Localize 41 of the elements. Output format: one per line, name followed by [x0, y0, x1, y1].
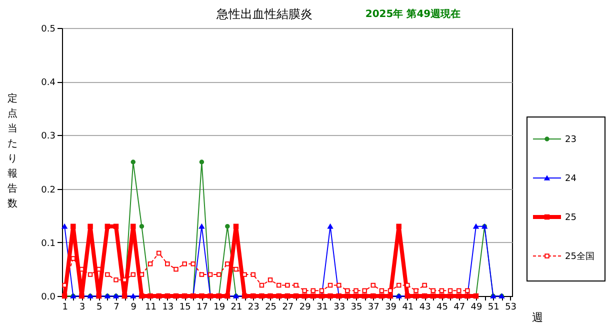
x-tick-label: 17 [196, 302, 208, 312]
x-tick-label: 23 [248, 302, 260, 312]
x-tick-label: 7 [114, 302, 120, 312]
x-tick-label: 51 [488, 302, 500, 312]
x-tick-label: 15 [179, 302, 191, 312]
y-tick-label: 0.3 [41, 132, 56, 142]
x-tick-label: 53 [505, 302, 517, 312]
legend-label: 25 [565, 213, 576, 223]
x-tick-label: 41 [402, 302, 414, 312]
x-tick-label: 33 [334, 302, 346, 312]
x-tick-label: 27 [282, 302, 294, 312]
x-tick-label: 29 [299, 302, 312, 312]
x-tick-label: 11 [145, 302, 157, 312]
x-tick-label: 25 [265, 302, 277, 312]
y-axis-title: 定点当たり報告数 [8, 92, 18, 210]
x-tick-label: 49 [470, 302, 482, 312]
x-tick-label: 5 [96, 302, 102, 312]
x-tick-label: 43 [419, 302, 431, 312]
chart-title: 急性出血性結膜炎 [216, 7, 312, 21]
x-tick-label: 21 [230, 302, 242, 312]
legend-label: 25全国 [565, 251, 594, 262]
x-tick-label: 9 [130, 302, 137, 312]
y-tick-label: 0.4 [41, 78, 56, 88]
y-tick-label: 0.1 [41, 238, 56, 249]
x-tick-label: 37 [368, 302, 380, 312]
y-tick-label: 0.5 [41, 24, 56, 34]
x-tick-label: 39 [385, 302, 397, 312]
x-tick-label: 13 [162, 302, 174, 312]
x-tick-label: 3 [79, 302, 86, 312]
legend-label: 23 [565, 135, 576, 145]
legend-label: 24 [565, 174, 577, 184]
y-tick-label: 0.0 [41, 292, 56, 302]
y-tick-label: 0.2 [41, 185, 56, 196]
x-tick-label: 19 [214, 302, 226, 312]
chart-subtitle: 2025年 第49週現在 [365, 8, 461, 20]
x-tick-label: 45 [436, 302, 448, 312]
x-tick-label: 35 [350, 302, 362, 312]
x-tick-label: 47 [454, 302, 466, 312]
x-axis-title: 週 [532, 311, 543, 324]
x-tick-label: 31 [316, 302, 328, 312]
x-tick-label: 1 [62, 302, 68, 312]
